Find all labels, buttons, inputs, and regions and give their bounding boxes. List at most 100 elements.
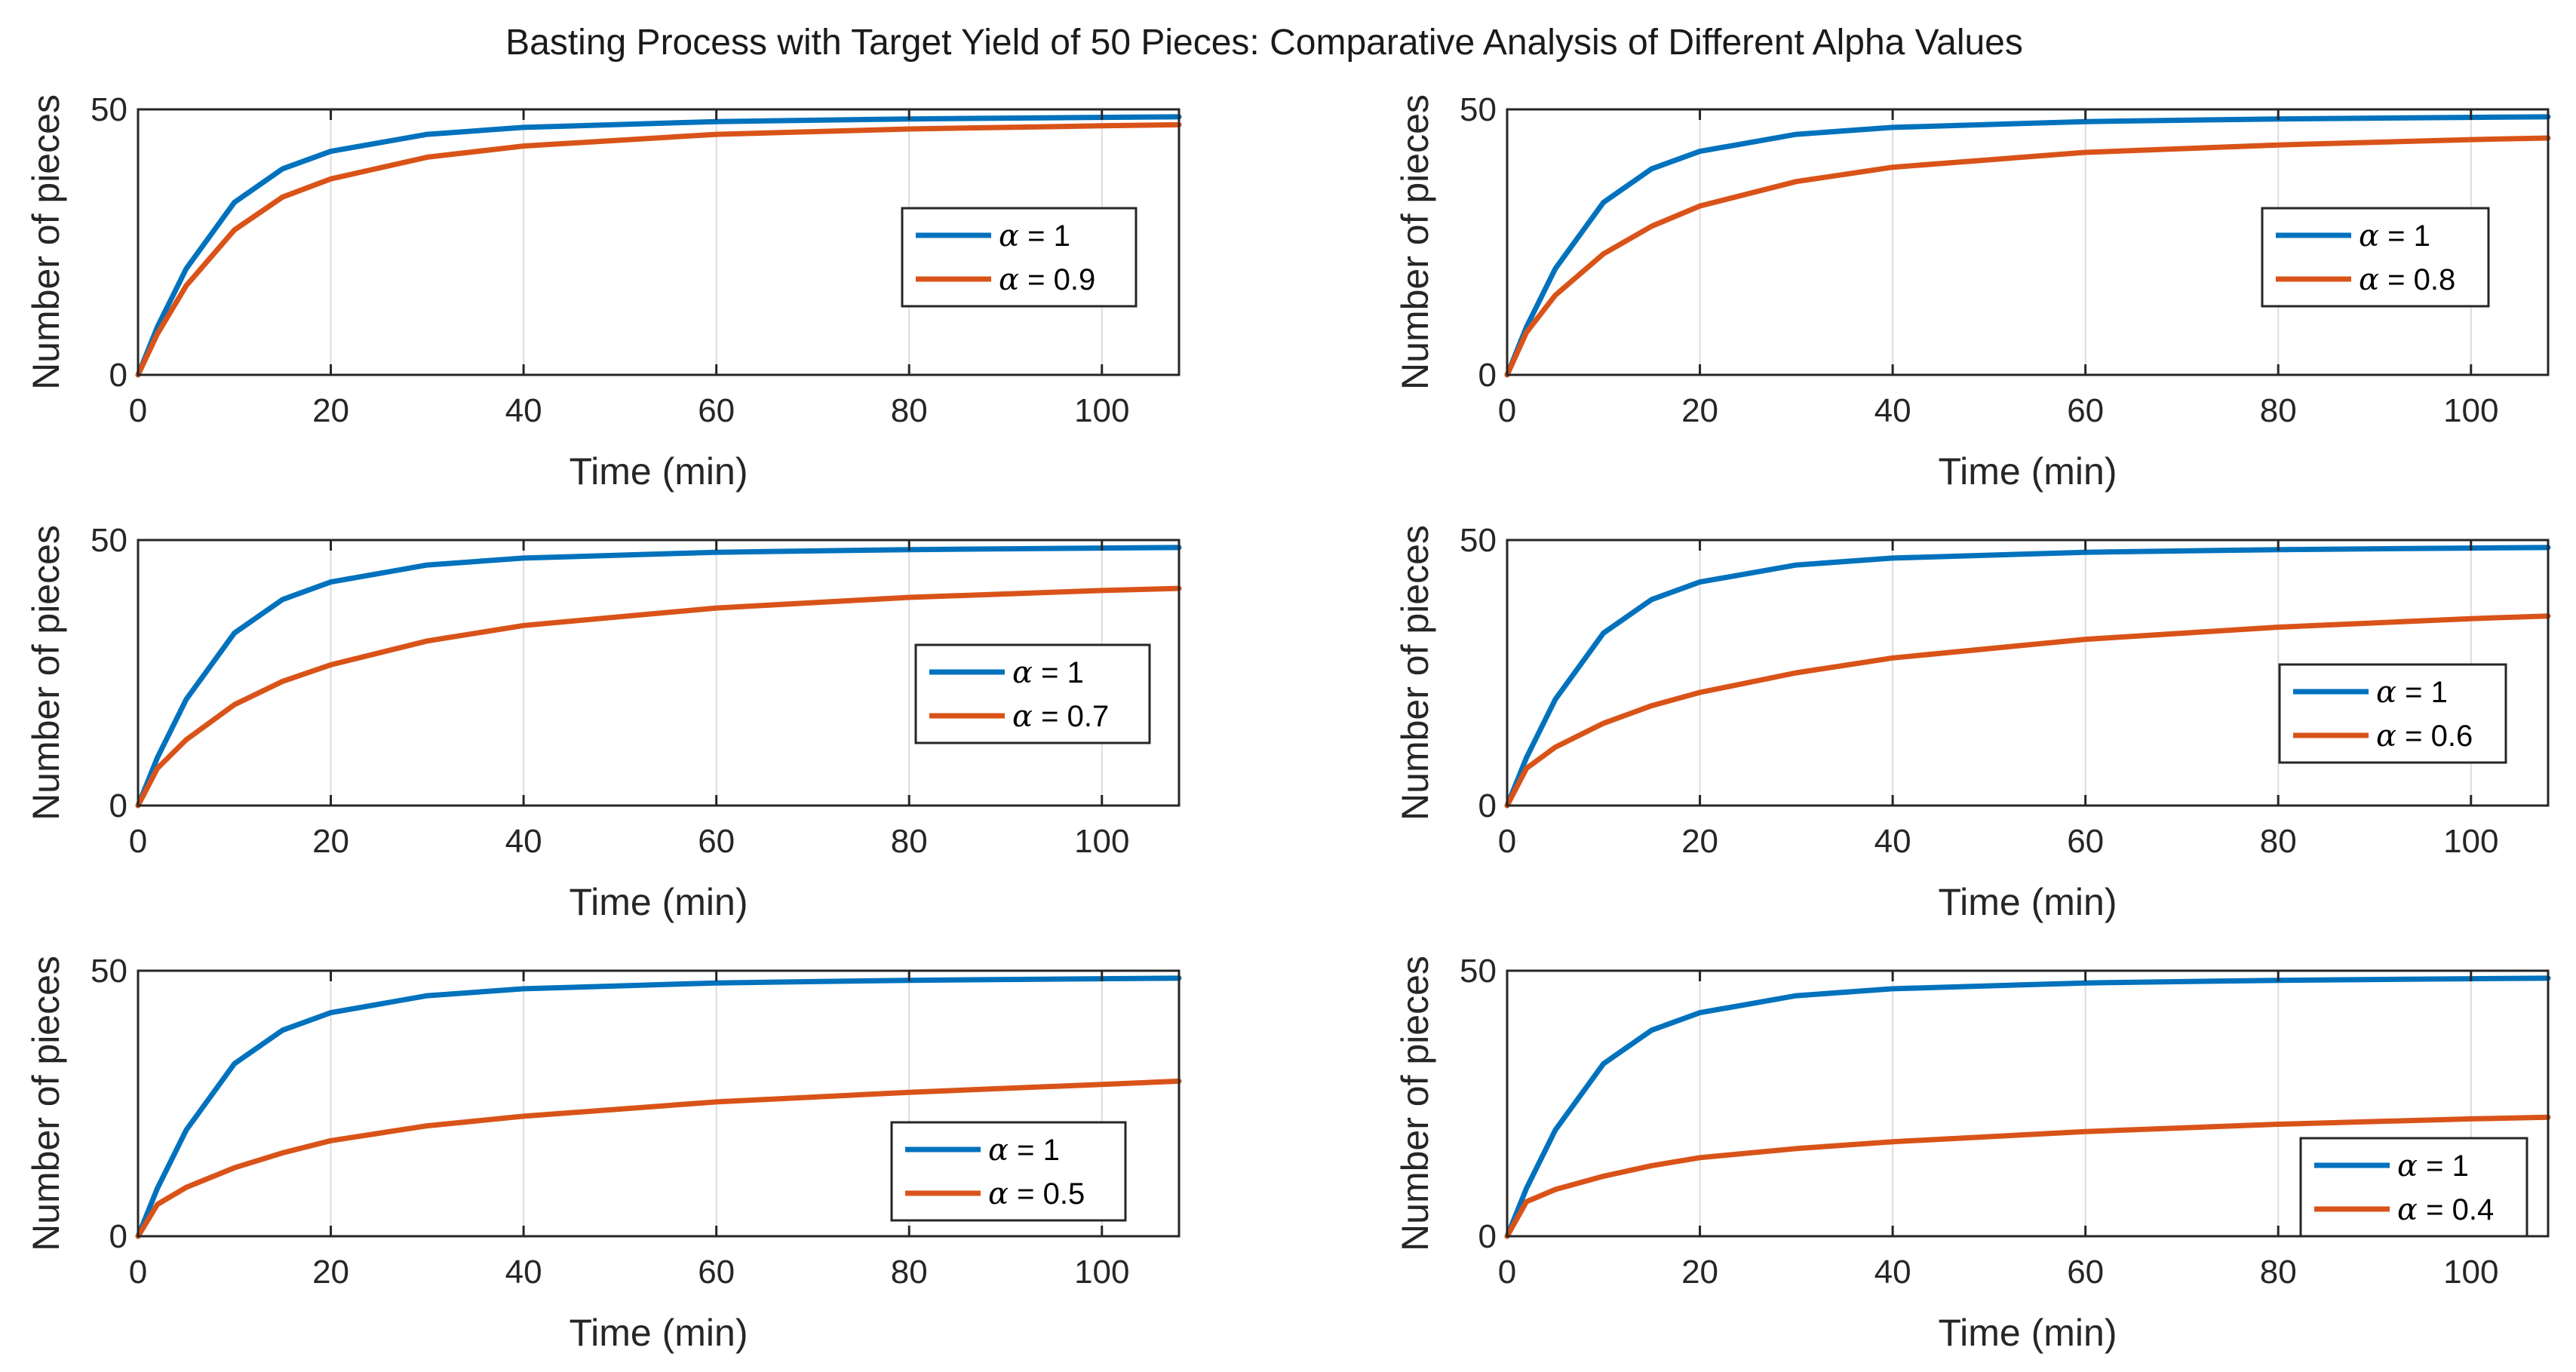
legend-alpha-symbol: α bbox=[988, 1177, 1009, 1211]
legend[interactable]: α = 1 α = 0.9 bbox=[901, 207, 1138, 308]
legend-alpha-value: = 1 bbox=[2418, 1149, 2469, 1183]
y-tick-label: 0 bbox=[109, 1218, 127, 1255]
y-axis-label: Number of pieces bbox=[1394, 956, 1436, 1251]
x-tick-label: 40 bbox=[1874, 823, 1911, 860]
legend-entry-label: α = 0.7 bbox=[1012, 699, 1109, 734]
series-line-alpha-fractional bbox=[1504, 1114, 2551, 1239]
x-tick-label: 0 bbox=[129, 392, 147, 429]
subplot-2: 0 20 40 60 80 100 0 50 Time (min) Number of piece… bbox=[1394, 91, 2551, 493]
x-tick-label: 20 bbox=[312, 1254, 349, 1291]
legend[interactable]: α = 1α = 0.4 bbox=[2299, 1137, 2528, 1238]
series-line-alpha-1 bbox=[1504, 114, 2551, 378]
x-tick-label: 40 bbox=[505, 823, 542, 860]
y-tick-label: 50 bbox=[91, 953, 127, 990]
x-tick-label: 80 bbox=[891, 392, 928, 429]
series-line-alpha-fractional bbox=[1504, 613, 2551, 809]
subplot-5: 0 20 40 60 80 100 0 50 Time (min) Number of piece… bbox=[25, 953, 1182, 1354]
series-line-alpha-fractional bbox=[135, 121, 1182, 378]
legend-entry-label: α = 1 bbox=[988, 1133, 1060, 1168]
legend-box bbox=[2261, 207, 2490, 308]
legend-alpha-symbol: α bbox=[2397, 1149, 2418, 1183]
legend-alpha-value: = 1 bbox=[1033, 656, 1084, 689]
legend-alpha-symbol: α bbox=[1012, 655, 1033, 690]
legend-alpha-symbol: α bbox=[2376, 675, 2396, 710]
x-tick-label: 80 bbox=[891, 823, 928, 860]
x-tick-label: 20 bbox=[312, 392, 349, 429]
series-line-alpha-fractional bbox=[135, 1078, 1182, 1239]
legend-alpha-value: = 0.7 bbox=[1033, 700, 1109, 733]
y-tick-label: 0 bbox=[109, 787, 127, 824]
legend-entry-label: α = 0.9 bbox=[999, 262, 1095, 297]
x-tick-label: 20 bbox=[1681, 392, 1718, 429]
subplot-6: 0 20 40 60 80 100 0 50 Time (min) Number of piece… bbox=[1394, 953, 2551, 1354]
x-tick-label: 80 bbox=[2260, 823, 2297, 860]
x-tick-label: 80 bbox=[2260, 1254, 2297, 1291]
legend-entry-label: α = 0.4 bbox=[2397, 1192, 2494, 1227]
legend-alpha-value: = 0.5 bbox=[1009, 1177, 1085, 1211]
x-tick-label: 100 bbox=[1074, 823, 1129, 860]
legend-alpha-value: = 0.8 bbox=[2379, 263, 2455, 296]
x-tick-label: 40 bbox=[505, 1254, 542, 1291]
legend-box bbox=[2299, 1137, 2528, 1238]
legend-alpha-symbol: α bbox=[999, 262, 1019, 297]
legend-alpha-value: = 0.4 bbox=[2418, 1193, 2494, 1226]
x-axis-label: Time (min) bbox=[1938, 881, 2117, 923]
legend-alpha-value: = 0.9 bbox=[1019, 263, 1095, 296]
legend-alpha-symbol: α bbox=[2359, 262, 2379, 297]
x-axis-label: Time (min) bbox=[569, 1312, 748, 1354]
legend[interactable]: α = 1 α = 0.6 bbox=[2278, 663, 2507, 764]
legend-alpha-value: = 1 bbox=[1019, 219, 1070, 253]
legend-entry-label: α = 0.6 bbox=[2376, 719, 2473, 754]
y-tick-label: 0 bbox=[1478, 357, 1497, 394]
legend-alpha-value: = 1 bbox=[2379, 219, 2430, 253]
legend-entry-label: α = 1 bbox=[2359, 219, 2430, 253]
x-axis-label: Time (min) bbox=[569, 450, 748, 493]
legend-box bbox=[901, 207, 1138, 308]
legend-box bbox=[2278, 663, 2507, 764]
subplot-3: 0 20 40 60 80 100 0 50 Time (min) Number of piece… bbox=[25, 522, 1182, 923]
legend[interactable]: α = 1 α = 0.5 bbox=[890, 1121, 1127, 1222]
axes-frame bbox=[1506, 539, 2550, 807]
legend-alpha-symbol: α bbox=[2376, 719, 2396, 754]
x-tick-label: 100 bbox=[1074, 1254, 1129, 1291]
y-axis-label: Number of pieces bbox=[25, 956, 67, 1251]
x-tick-label: 100 bbox=[2443, 1254, 2498, 1291]
x-tick-label: 60 bbox=[2067, 392, 2104, 429]
x-tick-label: 0 bbox=[129, 1254, 147, 1291]
y-tick-label: 50 bbox=[1460, 91, 1497, 128]
y-tick-label: 50 bbox=[91, 522, 127, 559]
legend[interactable]: α = 1α = 0.8 bbox=[2261, 207, 2490, 308]
x-tick-label: 100 bbox=[1074, 392, 1129, 429]
legend-alpha-symbol: α bbox=[1012, 699, 1033, 734]
legend[interactable]: α = 1α = 0.7 bbox=[914, 643, 1151, 744]
series-line-alpha-fractional bbox=[1504, 135, 2551, 378]
legend-alpha-value: = 1 bbox=[2396, 676, 2448, 709]
y-axis-label: Number of pieces bbox=[25, 525, 67, 821]
x-tick-label: 20 bbox=[1681, 1254, 1718, 1291]
legend-entry-label: α = 1 bbox=[2397, 1149, 2469, 1183]
x-tick-label: 0 bbox=[1498, 823, 1516, 860]
y-tick-label: 0 bbox=[109, 357, 127, 394]
figure-title: Basting Process with Target Yield of 50 … bbox=[505, 23, 2023, 63]
axes-frame bbox=[137, 539, 1181, 807]
legend-entry-label: α = 1 bbox=[2376, 675, 2448, 710]
y-tick-label: 0 bbox=[1478, 787, 1497, 824]
axes-frame bbox=[1506, 969, 2550, 1238]
legend-alpha-symbol: α bbox=[2397, 1192, 2418, 1227]
y-tick-label: 50 bbox=[91, 91, 127, 128]
legend-entry-label: α = 0.5 bbox=[988, 1177, 1085, 1211]
series-line-alpha-1 bbox=[135, 975, 1182, 1239]
legend-alpha-value: = 1 bbox=[1009, 1134, 1060, 1167]
x-tick-label: 100 bbox=[2443, 392, 2498, 429]
y-axis-label: Number of pieces bbox=[1394, 94, 1436, 390]
axes-frame bbox=[1506, 108, 2550, 376]
legend-alpha-symbol: α bbox=[2359, 219, 2379, 253]
x-tick-label: 0 bbox=[1498, 392, 1516, 429]
legend-entry-label: α = 1 bbox=[1012, 655, 1084, 690]
series-line-alpha-1 bbox=[135, 114, 1182, 378]
x-tick-label: 20 bbox=[1681, 823, 1718, 860]
x-tick-label: 100 bbox=[2443, 823, 2498, 860]
axes-frame bbox=[137, 108, 1181, 376]
x-axis-label: Time (min) bbox=[1938, 1312, 2117, 1354]
